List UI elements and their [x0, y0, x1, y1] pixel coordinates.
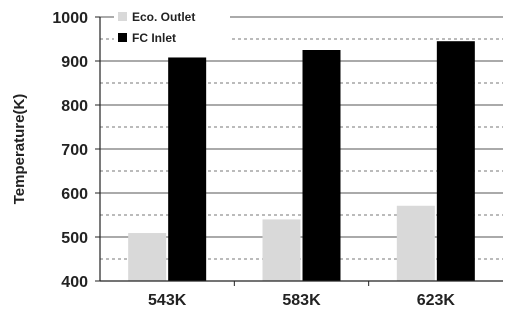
- bar-eco-outlet-543k: [128, 233, 167, 281]
- bar-fc-inlet-623k: [436, 41, 475, 282]
- legend-swatch: [118, 12, 127, 21]
- legend-background: [114, 6, 230, 50]
- bars: [128, 41, 475, 282]
- y-tick-label: 400: [61, 274, 88, 291]
- y-tick-label: 700: [61, 142, 88, 159]
- x-tick-label: 583K: [282, 292, 321, 309]
- bar-eco-outlet-623k: [396, 205, 435, 281]
- legend: Eco. Outlet FC Inlet: [114, 6, 230, 50]
- y-tick-label: 900: [61, 54, 88, 71]
- x-tick-label: 543K: [148, 292, 187, 309]
- y-tick-label: 800: [61, 98, 88, 115]
- y-tick-label: 600: [61, 186, 88, 203]
- x-tick-label: 623K: [417, 292, 456, 309]
- y-tick-labels: 400 500 600 700 800 900 1000: [52, 10, 88, 291]
- legend-swatch: [118, 33, 127, 42]
- x-tick-labels: 543K 583K 623K: [148, 292, 455, 309]
- axes: [95, 16, 503, 286]
- y-tick-label: 500: [61, 230, 88, 247]
- bar-eco-outlet-583k: [262, 219, 301, 281]
- bar-fc-inlet-583k: [302, 50, 341, 281]
- bar-fc-inlet-543k: [168, 57, 207, 282]
- y-axis-label: Temperature(K): [11, 94, 28, 205]
- legend-label: FC Inlet: [132, 31, 176, 45]
- legend-label: Eco. Outlet: [132, 10, 195, 24]
- y-tick-label: 1000: [52, 10, 88, 27]
